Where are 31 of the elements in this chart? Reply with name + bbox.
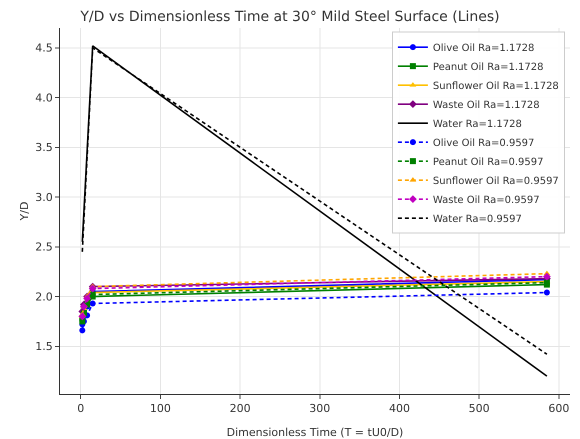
legend-label: Peanut Oil Ra=1.1728 <box>432 62 544 74</box>
x-axis-title: Dimensionless Time (T = tU0/D) <box>226 426 404 439</box>
point <box>90 300 96 306</box>
legend-label: Olive Oil Ra=0.9597 <box>432 138 534 150</box>
legend-label: Waste Oil Ra=0.9597 <box>432 195 540 206</box>
legend-label: Olive Oil Ra=1.1728 <box>432 43 534 54</box>
legend-label: Water Ra=1.1728 <box>432 119 522 130</box>
x-tick-label: 600 <box>548 402 570 416</box>
point <box>79 327 86 334</box>
legend-label: Water Ra=0.9597 <box>432 214 522 226</box>
y-tick-label: 4.0 <box>35 91 53 104</box>
y-tick-label: 1.5 <box>35 340 53 354</box>
x-tick-label: 0 <box>77 402 84 416</box>
y-tick-label: 2.5 <box>35 240 53 254</box>
point <box>544 290 550 296</box>
legend-label: Sunflower Oil Ra=0.9597 <box>432 176 559 188</box>
x-tick-label: 200 <box>230 402 251 416</box>
y-tick-label: 2.0 <box>35 290 53 304</box>
y-axis-title: Y/D <box>18 202 31 222</box>
y-tick-label: 3.5 <box>35 141 53 154</box>
legend-label: Waste Oil Ra=1.1728 <box>432 100 540 112</box>
x-tick-label: 300 <box>309 402 330 416</box>
chart-title: Y/D vs Dimensionless Time at 30° Mild Steel Surface (Lines) <box>79 8 500 25</box>
x-tick-label: 500 <box>468 402 490 416</box>
y-tick-label: 3.0 <box>35 190 53 204</box>
y-tick-label: 4.5 <box>35 42 53 55</box>
legend-label: Peanut Oil Ra=0.9597 <box>432 157 544 168</box>
legend-label: Sunflower Oil Ra=1.1728 <box>432 81 559 92</box>
x-tick-label: 400 <box>388 402 410 416</box>
point <box>78 312 86 320</box>
x-tick-label: 100 <box>150 402 171 416</box>
